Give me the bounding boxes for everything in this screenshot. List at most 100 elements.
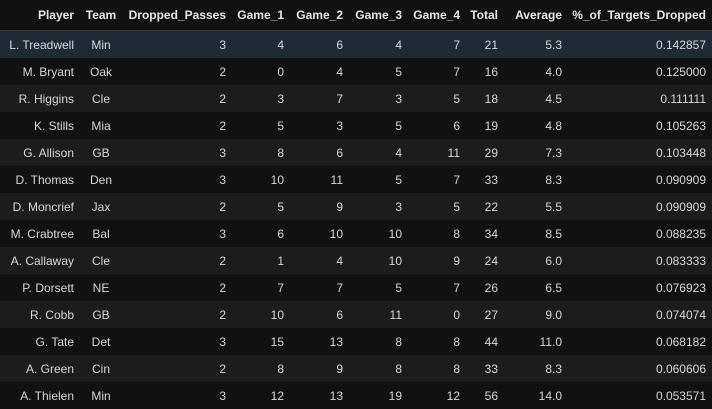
cell-player: D. Moncrief <box>0 193 80 220</box>
cell-game-2: 11 <box>290 166 349 193</box>
cell-average: 5.5 <box>504 193 568 220</box>
cell-pct-targets-dropped: 0.060606 <box>568 355 712 382</box>
cell-game-3: 8 <box>349 328 408 355</box>
cell-game-2: 7 <box>290 274 349 301</box>
column-header-pct-targets-dropped[interactable]: %_of_Targets_Dropped <box>568 0 712 31</box>
cell-game-2: 3 <box>290 112 349 139</box>
cell-game-4: 9 <box>408 247 466 274</box>
cell-total: 44 <box>466 328 504 355</box>
cell-game-1: 4 <box>232 31 290 59</box>
cell-game-2: 4 <box>290 58 349 85</box>
cell-game-2: 6 <box>290 139 349 166</box>
cell-game-3: 10 <box>349 220 408 247</box>
cell-team: NE <box>80 274 122 301</box>
cell-game-2: 6 <box>290 31 349 59</box>
cell-pct-targets-dropped: 0.088235 <box>568 220 712 247</box>
cell-dropped-passes: 3 <box>122 328 232 355</box>
cell-total: 21 <box>466 31 504 59</box>
column-header-total[interactable]: Total <box>466 0 504 31</box>
cell-total: 26 <box>466 274 504 301</box>
column-header-average[interactable]: Average <box>504 0 568 31</box>
cell-game-4: 8 <box>408 220 466 247</box>
cell-pct-targets-dropped: 0.111111 <box>568 85 712 112</box>
cell-game-1: 6 <box>232 220 290 247</box>
cell-game-3: 5 <box>349 166 408 193</box>
cell-team: Cle <box>80 85 122 112</box>
cell-game-1: 3 <box>232 85 290 112</box>
cell-total: 29 <box>466 139 504 166</box>
cell-team: Det <box>80 328 122 355</box>
cell-team: Cle <box>80 247 122 274</box>
column-header-game-1[interactable]: Game_1 <box>232 0 290 31</box>
cell-game-1: 0 <box>232 58 290 85</box>
cell-pct-targets-dropped: 0.103448 <box>568 139 712 166</box>
cell-average: 4.0 <box>504 58 568 85</box>
cell-game-1: 8 <box>232 355 290 382</box>
column-header-player[interactable]: Player <box>0 0 80 31</box>
cell-total: 34 <box>466 220 504 247</box>
cell-pct-targets-dropped: 0.090909 <box>568 193 712 220</box>
column-header-game-4[interactable]: Game_4 <box>408 0 466 31</box>
cell-game-3: 5 <box>349 112 408 139</box>
cell-pct-targets-dropped: 0.142857 <box>568 31 712 59</box>
cell-team: Cin <box>80 355 122 382</box>
cell-team: GB <box>80 139 122 166</box>
cell-player: G. Tate <box>0 328 80 355</box>
cell-average: 7.3 <box>504 139 568 166</box>
cell-total: 16 <box>466 58 504 85</box>
column-header-team[interactable]: Team <box>80 0 122 31</box>
cell-player: K. Stills <box>0 112 80 139</box>
cell-player: R. Cobb <box>0 301 80 328</box>
cell-pct-targets-dropped: 0.105263 <box>568 112 712 139</box>
cell-game-3: 3 <box>349 85 408 112</box>
cell-game-3: 5 <box>349 274 408 301</box>
cell-average: 9.0 <box>504 301 568 328</box>
cell-game-3: 4 <box>349 139 408 166</box>
cell-dropped-passes: 2 <box>122 85 232 112</box>
cell-pct-targets-dropped: 0.083333 <box>568 247 712 274</box>
cell-game-3: 10 <box>349 247 408 274</box>
cell-average: 8.3 <box>504 166 568 193</box>
cell-game-4: 6 <box>408 112 466 139</box>
cell-game-1: 7 <box>232 274 290 301</box>
cell-game-4: 11 <box>408 139 466 166</box>
cell-dropped-passes: 2 <box>122 274 232 301</box>
cell-player: G. Allison <box>0 139 80 166</box>
cell-average: 6.0 <box>504 247 568 274</box>
cell-game-1: 5 <box>232 112 290 139</box>
column-header-game-3[interactable]: Game_3 <box>349 0 408 31</box>
cell-team: Bal <box>80 220 122 247</box>
cell-pct-targets-dropped: 0.068182 <box>568 328 712 355</box>
cell-average: 4.8 <box>504 112 568 139</box>
cell-pct-targets-dropped: 0.074074 <box>568 301 712 328</box>
cell-game-1: 15 <box>232 328 290 355</box>
column-header-dropped-passes[interactable]: Dropped_Passes <box>122 0 232 31</box>
cell-game-1: 10 <box>232 301 290 328</box>
cell-game-2: 6 <box>290 301 349 328</box>
column-header-game-2[interactable]: Game_2 <box>290 0 349 31</box>
cell-game-3: 3 <box>349 193 408 220</box>
cell-game-2: 4 <box>290 247 349 274</box>
cell-dropped-passes: 3 <box>122 220 232 247</box>
cell-game-1: 10 <box>232 166 290 193</box>
cell-game-4: 0 <box>408 301 466 328</box>
cell-player: L. Treadwell <box>0 31 80 59</box>
cell-dropped-passes: 2 <box>122 58 232 85</box>
cell-dropped-passes: 2 <box>122 112 232 139</box>
cell-game-4: 7 <box>408 274 466 301</box>
cell-game-2: 9 <box>290 193 349 220</box>
cell-total: 22 <box>466 193 504 220</box>
